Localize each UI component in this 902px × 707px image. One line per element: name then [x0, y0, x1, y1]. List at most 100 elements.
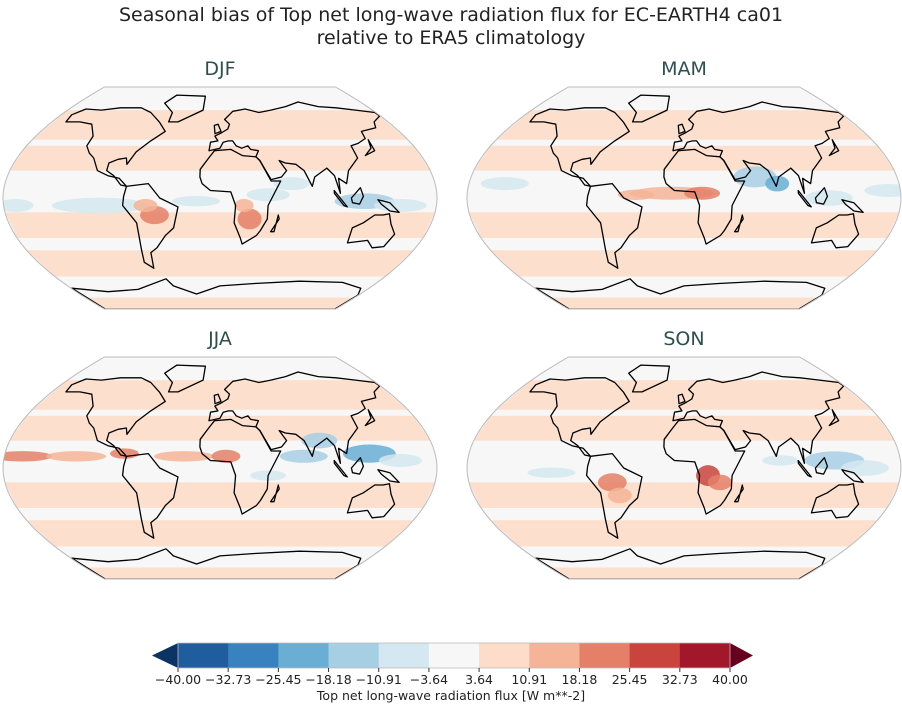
colorbar-bin — [679, 643, 731, 668]
bias-region — [51, 197, 148, 214]
bias-band — [32, 110, 408, 140]
colorbar-tick-label: −18.18 — [305, 672, 352, 687]
coastline-eurasia — [672, 371, 845, 464]
coastline-madagascar — [269, 214, 280, 233]
bias-region — [597, 473, 627, 492]
bias-band — [9, 145, 431, 171]
coastline-samerica — [121, 182, 179, 269]
panel-title-jja: JJA — [208, 328, 232, 350]
coastline-japan — [364, 409, 376, 427]
map-mam — [466, 86, 902, 310]
coastline-uk — [213, 123, 222, 135]
bias-region — [527, 467, 576, 478]
coastline-samerica — [121, 452, 179, 539]
bias-band — [85, 567, 355, 579]
coastline-madagascar — [733, 484, 744, 503]
bias-region — [617, 189, 654, 200]
bias-band — [496, 380, 872, 410]
coastline-eurasia — [672, 101, 845, 194]
bias-band — [26, 250, 414, 277]
bias-band — [496, 110, 872, 140]
coastline-borneo — [350, 187, 365, 205]
colorbar-tick-label: 18.18 — [561, 672, 598, 687]
coastline-australia — [346, 213, 396, 249]
bias-band — [26, 520, 414, 547]
colorbar-bin — [378, 643, 430, 668]
coastline-greenland — [628, 364, 671, 393]
bias-region — [234, 199, 254, 213]
panel-title-djf: DJF — [204, 58, 236, 80]
coastline-newguinea — [377, 199, 400, 214]
bias-band — [4, 482, 436, 508]
bias-region — [273, 177, 310, 191]
panel-title-mam: MAM — [661, 58, 707, 80]
bias-band — [468, 482, 900, 508]
bias-region — [3, 451, 53, 462]
map-son — [466, 356, 902, 580]
coastline-namerica — [65, 377, 166, 457]
colorbar-bin — [428, 643, 480, 668]
coastline-sumatra — [333, 459, 348, 478]
figure-title-line2: relative to ERA5 climatology — [316, 27, 586, 49]
coastline-madagascar — [269, 484, 280, 503]
colorbar-bin — [278, 643, 330, 668]
bias-region — [707, 474, 732, 491]
coastline-sumatra — [333, 189, 348, 208]
colorbar-tick-label: −10.91 — [355, 672, 402, 687]
coastline-uk — [677, 393, 686, 405]
colorbar-tick-label: 3.64 — [465, 672, 493, 687]
coastline-antarctica — [535, 278, 826, 309]
colorbar-label: Top net long-wave radiation flux [W m**-… — [316, 688, 586, 703]
colorbar-tick-label: −25.45 — [255, 672, 302, 687]
coastline-eurasia — [208, 371, 381, 464]
map-jja — [2, 356, 438, 580]
bias-region — [46, 451, 107, 462]
bias-region — [246, 188, 290, 202]
bias-band — [473, 145, 895, 171]
panel-title-son: SON — [663, 328, 705, 350]
coastline-greenland — [164, 364, 207, 393]
colorbar-tick-label: 25.45 — [611, 672, 648, 687]
bias-band — [4, 212, 436, 238]
bias-region — [607, 487, 632, 504]
coastline-newguinea — [377, 469, 400, 484]
coastline-newguinea — [841, 469, 864, 484]
coastline-japan — [828, 409, 840, 427]
coastline-japan — [364, 139, 376, 157]
colorbar-bin — [579, 643, 631, 668]
bias-region — [154, 451, 215, 462]
colorbar-bin — [178, 643, 229, 668]
coastline-eurasia — [208, 101, 381, 194]
coastline-newguinea — [841, 199, 864, 214]
map-border — [2, 86, 438, 310]
coastline-australia — [810, 483, 860, 519]
bias-band — [490, 250, 878, 277]
coastline-madagascar — [733, 214, 744, 233]
bias-band — [85, 297, 355, 309]
bias-band — [490, 520, 878, 547]
colorbar-bin — [228, 643, 279, 668]
bias-band — [32, 380, 408, 410]
bias-region — [762, 455, 799, 466]
map-border — [466, 86, 902, 310]
coastline-greenland — [164, 94, 207, 123]
map-djf — [2, 86, 438, 310]
bias-band — [549, 297, 819, 309]
coastline-antarctica — [71, 548, 362, 579]
colorbar-bin — [328, 643, 380, 668]
bias-region — [237, 208, 262, 230]
colorbar-extend-low — [152, 643, 178, 668]
coastline-australia — [346, 483, 396, 519]
coastline-sumatra — [797, 459, 812, 478]
coastline-africa — [663, 148, 746, 245]
bias-band — [9, 415, 431, 441]
bias-region — [378, 453, 422, 467]
coastline-sumatra — [797, 189, 812, 208]
bias-band — [468, 212, 900, 238]
coastline-uk — [677, 123, 686, 135]
bias-region — [171, 196, 220, 207]
bias-region — [3, 199, 34, 213]
bias-band — [473, 415, 895, 441]
colorbar-bin — [629, 643, 681, 668]
bias-region — [211, 449, 241, 463]
